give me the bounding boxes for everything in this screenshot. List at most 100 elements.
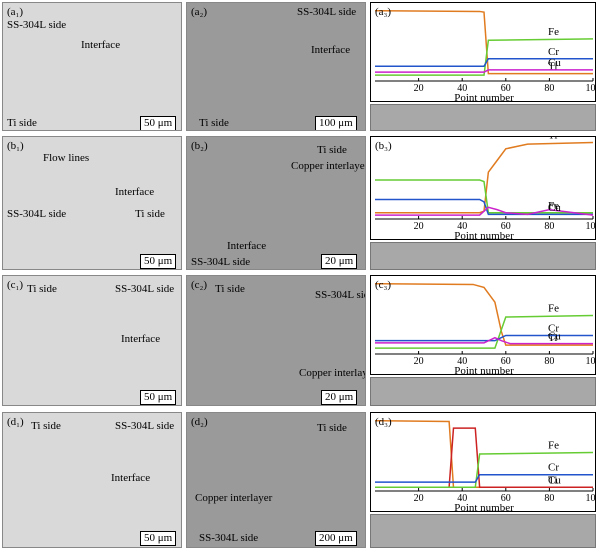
scale-bar: 50 μm: [140, 254, 177, 269]
label-ss-side: SS-304L side: [7, 19, 67, 31]
x-tick-label: 60: [501, 356, 511, 367]
series-label-cu: Cu: [548, 202, 561, 214]
panel-tag: (b₂): [191, 140, 208, 152]
series-line-ti: [375, 141, 594, 214]
sem-image-c2: (c₂) Ti side SS-304L side Copper interla…: [186, 275, 366, 406]
x-tick-label: 100: [586, 356, 597, 367]
label-ss-side: SS-304L side: [115, 283, 175, 295]
scale-bar: 50 μm: [140, 531, 177, 546]
series-line-fe: [375, 451, 594, 489]
panel-tag: (b₃): [375, 140, 392, 152]
label-flow-lines: Flow lines: [43, 152, 90, 164]
series-label-cr: Cr: [548, 462, 559, 474]
scan-strip-a: [370, 104, 596, 131]
panel-tag: (b₁): [7, 140, 24, 152]
label-interface: Interface: [311, 44, 351, 56]
x-axis-label: Point number: [454, 92, 514, 102]
series-line-fe: [375, 179, 593, 214]
x-tick-label: 20: [414, 356, 424, 367]
x-tick-label: 20: [414, 221, 424, 232]
label-ti-side: Ti side: [317, 422, 347, 434]
series-label-fe: Fe: [548, 440, 559, 452]
x-tick-label: 80: [544, 221, 554, 232]
panel-tag: (d₂): [191, 416, 208, 428]
panel-tag: (a₃): [375, 6, 392, 18]
series-line-ti: [374, 282, 593, 346]
x-tick-label: 60: [501, 221, 511, 232]
series-label-cr: Cr: [548, 323, 559, 335]
panel-tag: (c₁): [7, 279, 24, 291]
x-tick-label: 80: [544, 356, 554, 367]
series-label-cr: Cr: [548, 46, 559, 58]
series-label-fe: Fe: [548, 26, 559, 38]
x-tick-label: 20: [414, 493, 424, 504]
series-label-ti: Ti: [548, 137, 557, 142]
panel-tag: (c₂): [191, 279, 208, 291]
x-tick-label: 100: [586, 221, 597, 232]
panel-tag: (d₃): [375, 416, 392, 428]
label-interface: Interface: [81, 39, 121, 51]
x-tick-label: 20: [414, 83, 424, 94]
series-line-cr: [375, 473, 593, 483]
label-ti-side: Ti side: [27, 283, 57, 295]
label-ti-side: Ti side: [31, 420, 61, 432]
series-label-cu: Cu: [548, 474, 561, 486]
label-copper-interlayer: Copper interlayer: [195, 492, 273, 504]
series-label-ti: Ti: [548, 474, 557, 486]
sem-image-a2: (a₂) SS-304L side Interface Ti side 100 …: [186, 2, 366, 131]
label-interface: Interface: [121, 333, 161, 345]
label-ti-side: Ti side: [7, 117, 37, 129]
label-copper-interlayer: Copper interlayer: [299, 367, 365, 379]
series-label-ti: Ti: [548, 61, 557, 73]
series-label-cr: Cr: [548, 201, 559, 213]
series-line-cr: [375, 334, 593, 342]
label-ti-side: Ti side: [199, 117, 229, 129]
label-ti-side: Ti side: [317, 144, 347, 156]
x-axis-label: Point number: [454, 502, 514, 512]
panel-tag: (d₁): [7, 416, 24, 428]
scale-bar: 200 μm: [315, 531, 357, 546]
x-tick-label: 80: [544, 83, 554, 94]
label-ti-side: Ti side: [215, 283, 245, 295]
series-line-fe: [375, 314, 594, 349]
series-line-cu: [375, 69, 593, 73]
label-ss-side: SS-304L side: [297, 6, 357, 18]
series-label-ti: Ti: [548, 332, 557, 344]
x-tick-label: 60: [501, 493, 511, 504]
label-ss-side: SS-304L side: [191, 256, 251, 268]
series-line-cu: [375, 336, 593, 345]
label-interface: Interface: [227, 240, 267, 252]
micrograph-a1: (a₁) SS-304L side Interface Ti side 50 μ…: [2, 2, 182, 131]
scale-bar: 50 μm: [140, 390, 177, 405]
x-tick-label: 80: [544, 493, 554, 504]
scale-bar: 50 μm: [140, 116, 177, 130]
label-interface: Interface: [111, 472, 151, 484]
sem-image-b2: (b₂) Ti side Copper interlayer Interface…: [186, 136, 366, 270]
scale-bar: 100 μm: [315, 116, 357, 130]
scan-strip-c: [370, 377, 596, 406]
x-tick-label: 40: [457, 221, 467, 232]
series-label-cu: Cu: [548, 331, 561, 343]
label-ss-side: SS-304L side: [7, 208, 67, 220]
series-label-cu: Cu: [548, 57, 561, 69]
label-ss-side: SS-304L side: [199, 532, 259, 544]
scan-strip-b: [370, 242, 596, 270]
panel-tag: (a₂): [191, 6, 208, 18]
label-ss-side: SS-304L side: [115, 420, 175, 432]
x-tick-label: 100: [586, 83, 597, 94]
x-tick-label: 60: [501, 83, 511, 94]
scan-strip-d: [370, 514, 596, 548]
series-label-fe: Fe: [548, 200, 559, 212]
series-line-cr: [375, 58, 593, 67]
panel-tag: (c₃): [375, 279, 392, 291]
x-axis-label: Point number: [454, 230, 514, 240]
x-tick-label: 40: [457, 493, 467, 504]
label-copper-interlayer: Copper interlayer: [291, 160, 366, 172]
